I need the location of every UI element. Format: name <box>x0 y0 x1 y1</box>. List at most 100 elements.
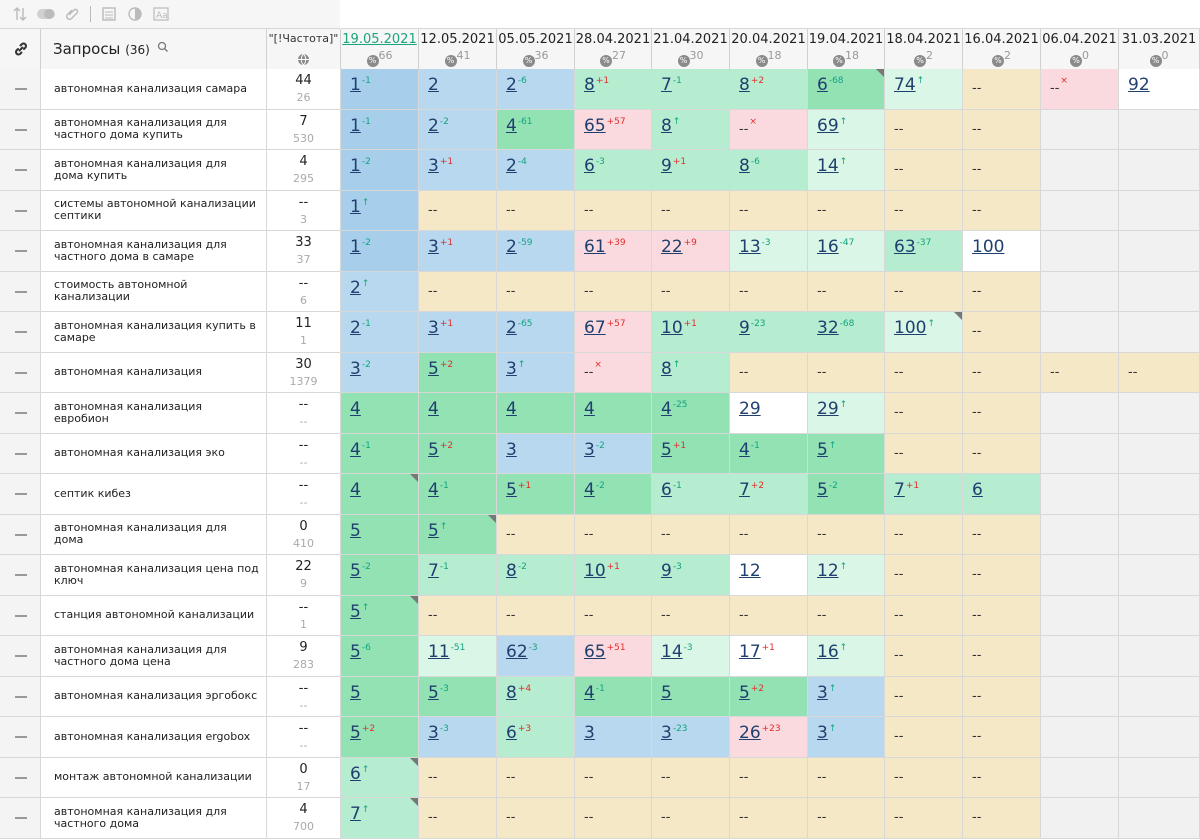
position-cell[interactable]: 3↑ <box>808 717 885 757</box>
date-label[interactable]: 18.04.2021 <box>886 32 961 47</box>
position-cell[interactable]: 2↑ <box>341 271 419 311</box>
date-label[interactable]: 05.05.2021 <box>498 32 573 47</box>
position-cell[interactable]: 4-61 <box>497 109 575 149</box>
position-link[interactable]: 10 <box>584 561 606 581</box>
position-link[interactable]: 6 <box>817 75 828 95</box>
position-link[interactable]: 74 <box>894 75 916 95</box>
position-cell[interactable]: 11-51 <box>419 636 497 676</box>
frequency-column-header[interactable]: "[!Частота]" <box>267 29 341 69</box>
position-cell[interactable]: 3-3 <box>419 717 497 757</box>
date-column-header[interactable]: 05.05.2021% 36 <box>497 29 575 69</box>
position-cell[interactable]: 3↑ <box>808 676 885 716</box>
position-link[interactable]: 3 <box>428 318 439 338</box>
position-cell[interactable]: 10+1 <box>652 312 730 352</box>
position-link[interactable]: 8 <box>506 561 517 581</box>
date-column-header[interactable]: 12.05.2021% 41 <box>419 29 497 69</box>
position-link[interactable]: 3 <box>428 237 439 257</box>
position-cell[interactable]: 5 <box>341 676 419 716</box>
position-cell[interactable]: 16-47 <box>808 231 885 271</box>
position-cell[interactable]: 7↑ <box>341 798 419 838</box>
dash-icon[interactable] <box>15 88 27 90</box>
position-link[interactable]: 65 <box>584 115 606 136</box>
dash-icon[interactable] <box>15 533 27 536</box>
dash-icon[interactable] <box>15 209 27 212</box>
position-link[interactable]: 22 <box>661 237 683 257</box>
position-cell[interactable]: 12 <box>730 555 808 595</box>
position-cell[interactable]: 5-3 <box>419 676 497 716</box>
position-cell[interactable]: 61+39 <box>575 231 652 271</box>
dash-icon[interactable] <box>15 371 27 374</box>
date-column-header[interactable]: 19.04.2021% 18 <box>808 29 885 69</box>
position-link[interactable]: 1 <box>350 115 361 136</box>
row-select-cell[interactable] <box>0 433 41 473</box>
position-link[interactable]: 29 <box>739 399 761 419</box>
position-cell[interactable]: 2-2 <box>419 109 497 149</box>
position-cell[interactable]: 13-3 <box>730 231 808 271</box>
position-cell[interactable]: 12↑ <box>808 555 885 595</box>
dash-icon[interactable] <box>15 250 27 252</box>
date-label[interactable]: 31.03.2021 <box>1121 32 1197 47</box>
position-cell[interactable]: 3+1 <box>419 150 497 190</box>
row-select-cell[interactable] <box>0 474 41 514</box>
position-cell[interactable]: 9-3 <box>652 555 730 595</box>
position-cell[interactable]: 5+2 <box>419 433 497 473</box>
position-link[interactable]: 6 <box>972 480 983 500</box>
position-link[interactable]: 8 <box>661 115 672 136</box>
position-link[interactable]: 65 <box>584 642 606 662</box>
position-cell[interactable]: 9+1 <box>652 150 730 190</box>
position-cell[interactable]: 3↑ <box>497 352 575 392</box>
position-link[interactable]: 32 <box>817 318 839 338</box>
row-select-cell[interactable] <box>0 798 41 838</box>
position-cell[interactable]: 1-2 <box>341 231 419 271</box>
position-cell[interactable]: 3+1 <box>419 312 497 352</box>
attach-icon[interactable] <box>62 4 82 24</box>
position-cell[interactable]: 100↑ <box>885 312 963 352</box>
position-cell[interactable]: 5+2 <box>730 676 808 716</box>
position-link[interactable]: 2 <box>506 318 517 338</box>
dash-icon[interactable] <box>15 290 27 293</box>
row-select-cell[interactable] <box>0 352 41 392</box>
position-link[interactable]: 67 <box>584 318 606 338</box>
position-link[interactable]: 5 <box>350 561 361 581</box>
position-link[interactable]: 7 <box>739 480 750 500</box>
position-cell[interactable]: 5 <box>652 676 730 716</box>
position-cell[interactable]: 4-25 <box>652 393 730 433</box>
position-cell[interactable]: 5+2 <box>341 717 419 757</box>
link-icon[interactable] <box>13 41 29 61</box>
dash-icon[interactable] <box>15 736 27 738</box>
position-cell[interactable]: 2-59 <box>497 231 575 271</box>
dash-icon[interactable] <box>15 128 27 131</box>
position-cell[interactable]: 8↑ <box>652 109 730 149</box>
date-label[interactable]: 06.04.2021 <box>1042 32 1117 47</box>
position-link[interactable]: 1 <box>350 75 361 95</box>
position-cell[interactable]: 1-1 <box>341 69 419 109</box>
position-link[interactable]: 4 <box>350 480 361 500</box>
position-link[interactable]: 9 <box>661 156 672 176</box>
row-select-cell[interactable] <box>0 514 41 554</box>
position-cell[interactable]: 2-1 <box>341 312 419 352</box>
position-cell[interactable]: 29 <box>730 393 808 433</box>
position-cell[interactable]: 3+1 <box>419 231 497 271</box>
position-cell[interactable]: 8-2 <box>497 555 575 595</box>
position-cell[interactable]: 3-2 <box>575 433 652 473</box>
position-cell[interactable]: 29↑ <box>808 393 885 433</box>
dash-icon[interactable] <box>15 412 27 414</box>
position-cell[interactable]: 5+2 <box>419 352 497 392</box>
position-cell[interactable]: 3 <box>497 433 575 473</box>
position-link[interactable]: 5 <box>350 723 361 743</box>
position-link[interactable]: 3 <box>506 358 517 379</box>
position-link[interactable]: 7 <box>661 75 672 95</box>
position-link[interactable]: 100 <box>972 237 1005 257</box>
position-cell[interactable]: 5↑ <box>419 514 497 554</box>
position-link[interactable]: 5 <box>817 480 828 500</box>
position-link[interactable]: 3 <box>506 439 517 460</box>
position-link[interactable]: 2 <box>428 115 439 136</box>
position-link[interactable]: 5 <box>428 358 439 379</box>
date-label[interactable]: 19.05.2021 <box>342 32 417 47</box>
position-link[interactable]: 2 <box>506 156 517 176</box>
position-link[interactable]: 5 <box>350 601 361 622</box>
position-link[interactable]: 3 <box>817 723 828 743</box>
position-link[interactable]: 5 <box>428 439 439 460</box>
position-link[interactable]: 3 <box>661 723 672 743</box>
dash-icon[interactable] <box>15 331 27 333</box>
